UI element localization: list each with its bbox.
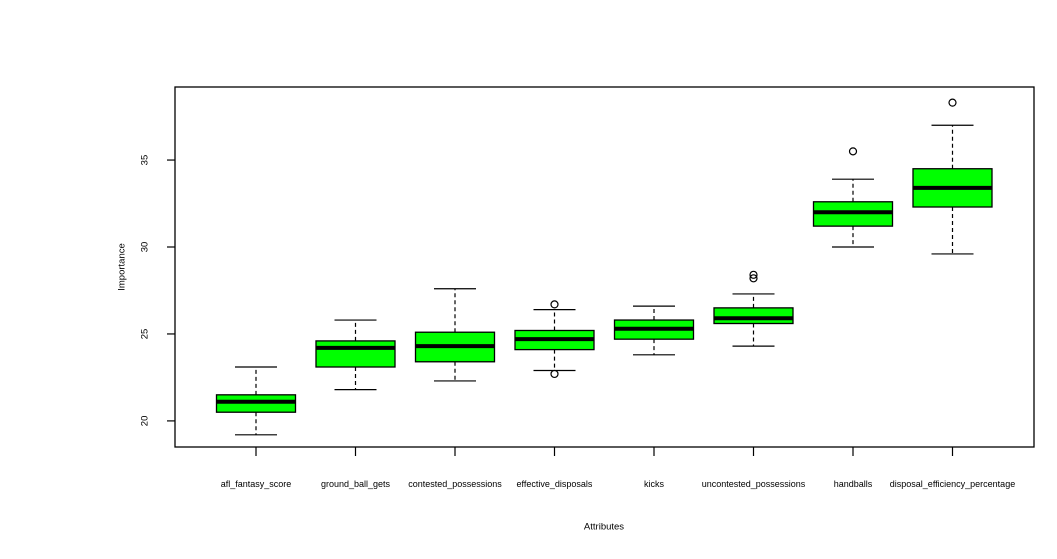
x-category-label: contested_possessions [408, 479, 502, 489]
boxplot-ground_ball_gets [315, 319, 396, 391]
y-tick-label: 35 [140, 155, 151, 166]
x-category-label: uncontested_possessions [702, 479, 806, 489]
boxplot-kicks [613, 305, 695, 356]
x-category-label: effective_disposals [517, 479, 593, 489]
boxplot-contested_possessions [414, 288, 496, 382]
boxplot-afl_fantasy_score [215, 366, 297, 436]
boxplot-handballs [812, 147, 894, 248]
iqr-box [713, 307, 794, 325]
y-tick-label: 20 [140, 416, 151, 427]
boxplot-disposal_efficiency_percentage [912, 98, 993, 255]
outlier-point [749, 274, 758, 283]
y-axis: 20 25 30 35 [140, 155, 175, 426]
outlier-point [848, 147, 858, 156]
x-category-label: ground_ball_gets [321, 479, 391, 489]
y-tick-label: 25 [140, 329, 151, 340]
x-category-label: kicks [644, 479, 664, 489]
plot-border [174, 86, 1035, 448]
y-tick-label: 30 [140, 242, 151, 253]
x-axis: afl_fantasy_score ground_ball_gets contest… [221, 447, 1015, 489]
boxplot-uncontested_possessions [713, 270, 794, 347]
outlier-point [550, 300, 559, 309]
x-category-label: disposal_efficiency_percentage [890, 479, 1015, 489]
x-category-label: afl_fantasy_score [221, 479, 292, 489]
boxplot-effective_disposals [514, 300, 595, 379]
x-axis-title: Attributes [583, 521, 625, 533]
iqr-box [315, 340, 396, 368]
y-axis-title: Importance [116, 243, 128, 291]
outlier-point [948, 98, 957, 107]
x-category-label: handballs [834, 479, 873, 489]
outlier-point [749, 270, 758, 279]
outlier-point [550, 369, 559, 379]
